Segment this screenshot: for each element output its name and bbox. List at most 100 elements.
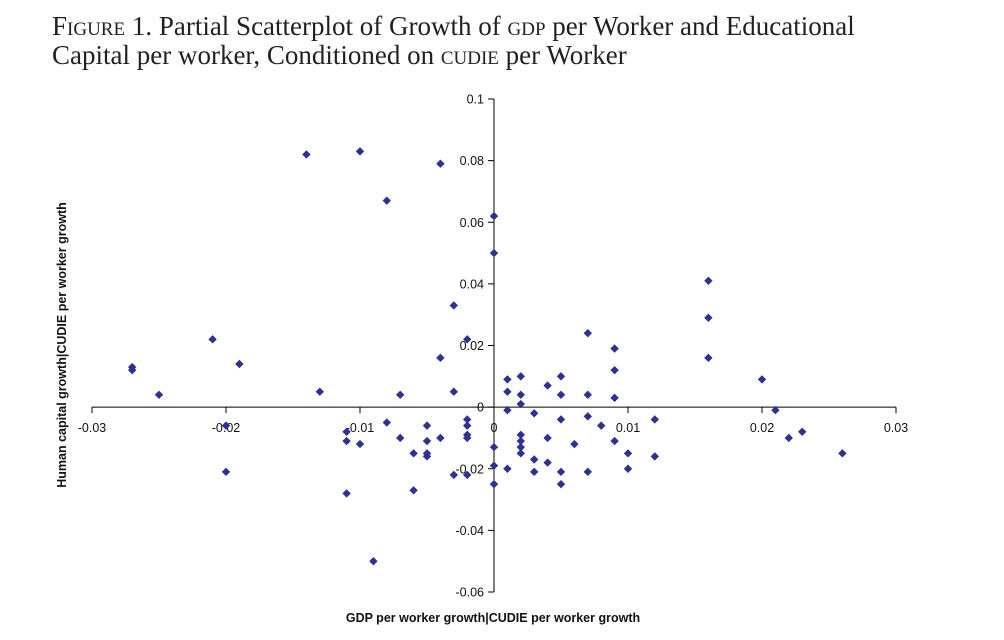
data-point bbox=[396, 390, 405, 399]
data-point bbox=[597, 421, 606, 430]
data-point bbox=[543, 433, 552, 443]
data-point bbox=[704, 276, 713, 285]
data-point bbox=[342, 436, 351, 446]
data-point bbox=[409, 449, 418, 458]
data-point bbox=[302, 150, 311, 159]
data-point bbox=[556, 467, 566, 477]
y-ticks: -0.06 -0.04 -0.02 0 0.02 0.04 0.06 0.08 0.1 bbox=[456, 93, 494, 600]
data-point bbox=[154, 390, 164, 399]
title-line1-end: per Worker and Educational bbox=[552, 11, 855, 41]
data-point bbox=[489, 479, 499, 489]
data-point bbox=[503, 464, 512, 473]
data-point bbox=[382, 196, 391, 205]
data-point bbox=[556, 479, 566, 489]
data-point bbox=[516, 449, 525, 458]
data-point bbox=[503, 387, 512, 396]
data-point bbox=[436, 433, 445, 443]
data-point bbox=[221, 421, 231, 430]
data-point bbox=[530, 409, 539, 418]
data-point bbox=[556, 390, 566, 399]
data-point bbox=[396, 433, 405, 443]
title-gdp: gdp bbox=[507, 11, 546, 41]
data-point bbox=[208, 335, 217, 344]
data-point bbox=[650, 452, 659, 461]
data-point bbox=[449, 387, 458, 396]
data-point bbox=[463, 335, 472, 344]
data-point bbox=[704, 353, 713, 363]
data-point bbox=[838, 449, 847, 458]
y-tick-label: 0 bbox=[477, 401, 484, 415]
data-point bbox=[315, 387, 324, 396]
y-tick-label: -0.02 bbox=[456, 462, 485, 476]
data-point bbox=[355, 439, 365, 449]
data-point bbox=[382, 418, 391, 427]
y-tick-label: 0.04 bbox=[460, 277, 484, 291]
data-point bbox=[463, 433, 472, 443]
data-point bbox=[543, 458, 552, 467]
data-point bbox=[516, 442, 525, 452]
data-point bbox=[556, 415, 566, 424]
data-point bbox=[583, 328, 592, 338]
data-point bbox=[422, 436, 432, 446]
y-tick-label: -0.06 bbox=[456, 586, 485, 600]
data-point bbox=[449, 470, 458, 480]
data-point bbox=[610, 393, 619, 403]
data-point bbox=[583, 467, 592, 477]
data-point bbox=[583, 390, 592, 399]
data-point bbox=[503, 375, 512, 384]
title-line1-start: Partial Scatterplot of Growth of bbox=[158, 11, 501, 41]
data-point bbox=[771, 406, 780, 415]
data-point bbox=[784, 433, 793, 443]
data-point bbox=[516, 399, 525, 409]
data-point bbox=[235, 359, 244, 369]
title-line2-start: Capital per worker, Conditioned on bbox=[52, 40, 435, 70]
data-point bbox=[516, 390, 525, 399]
data-point bbox=[463, 421, 472, 430]
data-point bbox=[489, 442, 499, 452]
y-tick-label: 0.02 bbox=[460, 339, 484, 353]
data-point bbox=[449, 301, 458, 310]
data-point bbox=[409, 486, 418, 495]
data-point bbox=[583, 412, 592, 421]
x-tick-label: 0.03 bbox=[884, 421, 908, 435]
data-point bbox=[543, 381, 552, 390]
data-point bbox=[369, 556, 378, 566]
figure-number: Figure 1. bbox=[52, 11, 153, 41]
y-tick-label: 0.1 bbox=[467, 93, 484, 107]
y-tick-label: 0.06 bbox=[460, 216, 484, 230]
data-point bbox=[489, 248, 499, 258]
data-point bbox=[463, 415, 472, 424]
data-point bbox=[489, 211, 499, 221]
data-point bbox=[221, 467, 231, 477]
data-point bbox=[422, 452, 432, 461]
data-point bbox=[422, 421, 432, 430]
data-point bbox=[530, 455, 539, 464]
data-point bbox=[650, 415, 659, 424]
data-point bbox=[436, 353, 445, 363]
figure-title: Figure 1. Partial Scatterplot of Growth … bbox=[52, 12, 982, 70]
data-point bbox=[128, 365, 137, 375]
data-point bbox=[704, 313, 713, 322]
data-point bbox=[556, 372, 566, 381]
data-point bbox=[436, 159, 445, 168]
data-point bbox=[623, 449, 633, 458]
data-point bbox=[516, 436, 525, 446]
x-tick-label: 0.02 bbox=[750, 421, 774, 435]
data-point bbox=[516, 372, 525, 381]
data-point bbox=[610, 436, 619, 446]
data-point bbox=[355, 147, 365, 156]
data-point bbox=[610, 344, 619, 353]
data-point bbox=[463, 470, 472, 480]
data-point bbox=[503, 406, 512, 415]
data-point bbox=[489, 461, 499, 470]
x-tick-label: -0.03 bbox=[78, 421, 107, 435]
y-tick-label: -0.04 bbox=[456, 524, 485, 538]
x-tick-label: 0 bbox=[491, 421, 498, 435]
data-point bbox=[570, 439, 579, 449]
data-points bbox=[128, 147, 847, 566]
y-tick-label: 0.08 bbox=[460, 154, 484, 168]
data-point bbox=[342, 427, 351, 436]
data-point bbox=[516, 430, 525, 440]
